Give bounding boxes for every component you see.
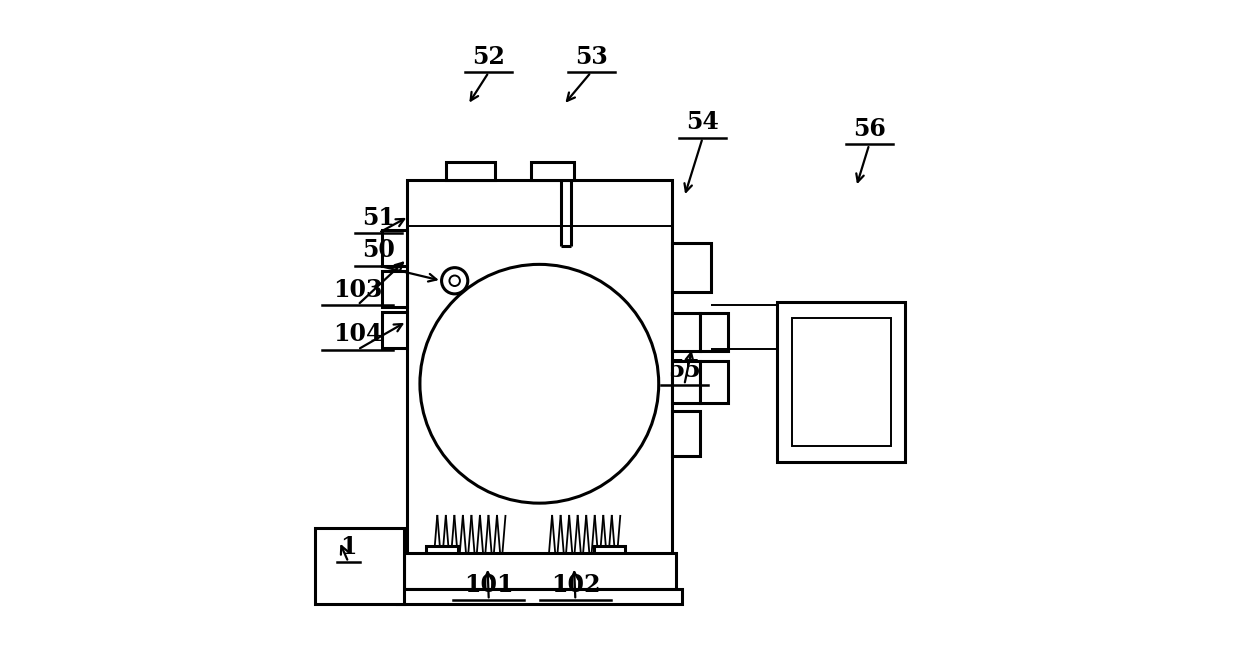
Text: 1: 1 [340,535,357,559]
Bar [427,546,458,571]
Circle shape [420,264,658,503]
Bar [397,589,682,604]
Text: 54: 54 [686,110,719,134]
Circle shape [441,268,467,294]
Text: 102: 102 [551,573,600,597]
Text: 56: 56 [853,117,885,141]
Bar [672,313,701,351]
Bar [777,302,905,462]
Bar [672,243,711,292]
Bar [701,313,728,351]
Text: 53: 53 [575,45,608,69]
Bar [446,162,495,180]
Text: 103: 103 [332,277,382,302]
Text: 104: 104 [332,322,382,346]
Bar [407,180,672,571]
Bar [315,528,403,604]
Bar [701,361,728,403]
Bar [792,318,890,446]
Bar [382,312,407,348]
Bar [382,271,407,307]
Bar [594,546,625,571]
Bar [382,230,407,266]
Bar [403,553,676,589]
Text: 50: 50 [362,238,396,262]
Bar [672,411,701,456]
Text: 101: 101 [464,573,513,597]
Bar [532,162,574,180]
Text: 51: 51 [362,205,396,230]
Bar [672,361,701,403]
Circle shape [449,276,460,286]
Text: 55: 55 [668,358,701,382]
Text: 52: 52 [472,45,505,69]
